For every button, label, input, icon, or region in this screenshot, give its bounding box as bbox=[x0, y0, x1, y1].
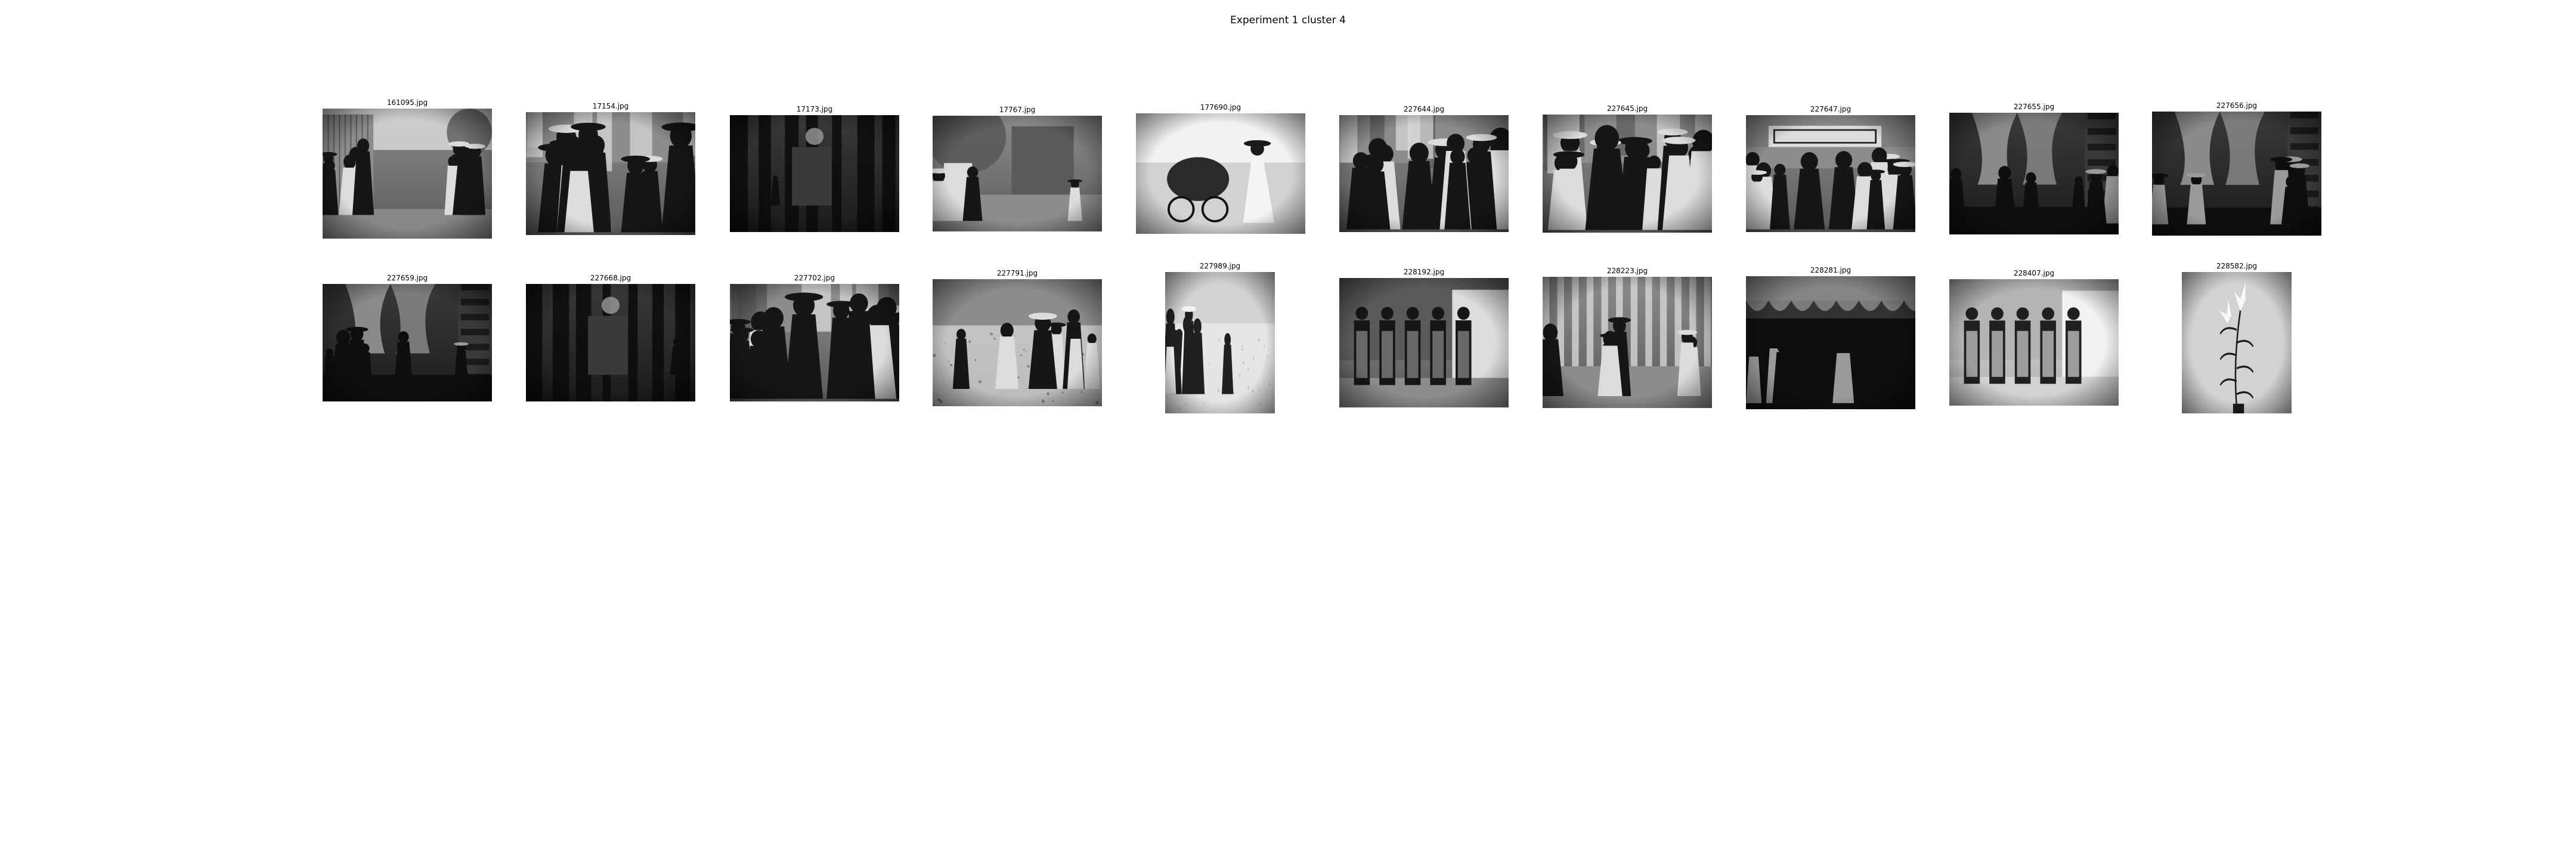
thumbnail-image bbox=[933, 279, 1102, 406]
image-panel: 227655.jpg bbox=[1949, 103, 2119, 234]
image-panel: 227668.jpg bbox=[526, 274, 695, 401]
image-filename-label: 227645.jpg bbox=[1606, 104, 1648, 113]
image-filename-label: 227702.jpg bbox=[794, 274, 835, 282]
image-panel: 17154.jpg bbox=[526, 102, 695, 235]
image-panel: 228223.jpg bbox=[1543, 267, 1712, 408]
image-panel: 228192.jpg bbox=[1339, 268, 1509, 407]
image-filename-label: 228281.jpg bbox=[1810, 266, 1852, 274]
image-panel: 177690.jpg bbox=[1136, 103, 1305, 234]
image-panel: 227659.jpg bbox=[323, 274, 492, 401]
thumbnail-image bbox=[2152, 112, 2321, 236]
thumbnail-image bbox=[1746, 276, 1915, 409]
thumbnail-image bbox=[2182, 272, 2292, 413]
image-filename-label: 227656.jpg bbox=[2216, 101, 2258, 110]
image-panel: 227644.jpg bbox=[1339, 105, 1509, 232]
image-filename-label: 17154.jpg bbox=[592, 102, 629, 110]
image-panel: 228582.jpg bbox=[2182, 262, 2292, 413]
image-filename-label: 227668.jpg bbox=[590, 274, 631, 282]
thumbnail-image bbox=[933, 116, 1102, 231]
thumbnail-image bbox=[1543, 277, 1712, 408]
figure-title: Experiment 1 cluster 4 bbox=[1230, 14, 1346, 26]
image-filename-label: 17173.jpg bbox=[796, 105, 833, 113]
image-filename-label: 228223.jpg bbox=[1606, 267, 1648, 275]
image-filename-label: 177690.jpg bbox=[1200, 103, 1241, 112]
thumbnail-image bbox=[526, 284, 695, 401]
image-panel: 161095.jpg bbox=[323, 98, 492, 239]
image-filename-label: 17767.jpg bbox=[999, 106, 1036, 114]
image-filename-label: 228407.jpg bbox=[2013, 269, 2055, 277]
thumbnail-image bbox=[1543, 115, 1712, 233]
image-panel: 227791.jpg bbox=[933, 269, 1102, 406]
thumbnail-image bbox=[1339, 115, 1509, 232]
image-panel: 228407.jpg bbox=[1949, 269, 2119, 406]
thumbnail-image bbox=[1949, 113, 2119, 234]
thumbnail-image bbox=[1746, 115, 1915, 232]
image-filename-label: 227647.jpg bbox=[1810, 105, 1852, 113]
thumbnail-image bbox=[1136, 113, 1305, 234]
image-filename-label: 228192.jpg bbox=[1403, 268, 1445, 276]
thumbnail-image bbox=[323, 284, 492, 401]
thumbnail-image bbox=[1949, 279, 2119, 406]
image-panel: 227989.jpg bbox=[1165, 262, 1275, 413]
thumbnail-image bbox=[730, 115, 899, 232]
image-panel: 17173.jpg bbox=[730, 105, 899, 232]
image-panel: 227645.jpg bbox=[1543, 104, 1712, 233]
thumbnail-image bbox=[323, 109, 492, 239]
image-filename-label: 227644.jpg bbox=[1403, 105, 1445, 113]
image-filename-label: 161095.jpg bbox=[386, 98, 428, 107]
image-panel: 228281.jpg bbox=[1746, 266, 1915, 409]
image-panel: 17767.jpg bbox=[933, 106, 1102, 231]
image-filename-label: 227791.jpg bbox=[996, 269, 1038, 277]
image-filename-label: 227659.jpg bbox=[386, 274, 428, 282]
image-panel: 227647.jpg bbox=[1746, 105, 1915, 232]
image-panel: 227702.jpg bbox=[730, 274, 899, 401]
thumbnail-image bbox=[1165, 272, 1275, 413]
image-filename-label: 227989.jpg bbox=[1199, 262, 1241, 270]
thumbnail-image bbox=[1339, 278, 1509, 407]
thumbnail-image bbox=[526, 112, 695, 235]
image-filename-label: 227655.jpg bbox=[2013, 103, 2055, 111]
image-panel: 227656.jpg bbox=[2152, 101, 2321, 236]
image-filename-label: 228582.jpg bbox=[2216, 262, 2258, 270]
thumbnail-image bbox=[730, 284, 899, 401]
